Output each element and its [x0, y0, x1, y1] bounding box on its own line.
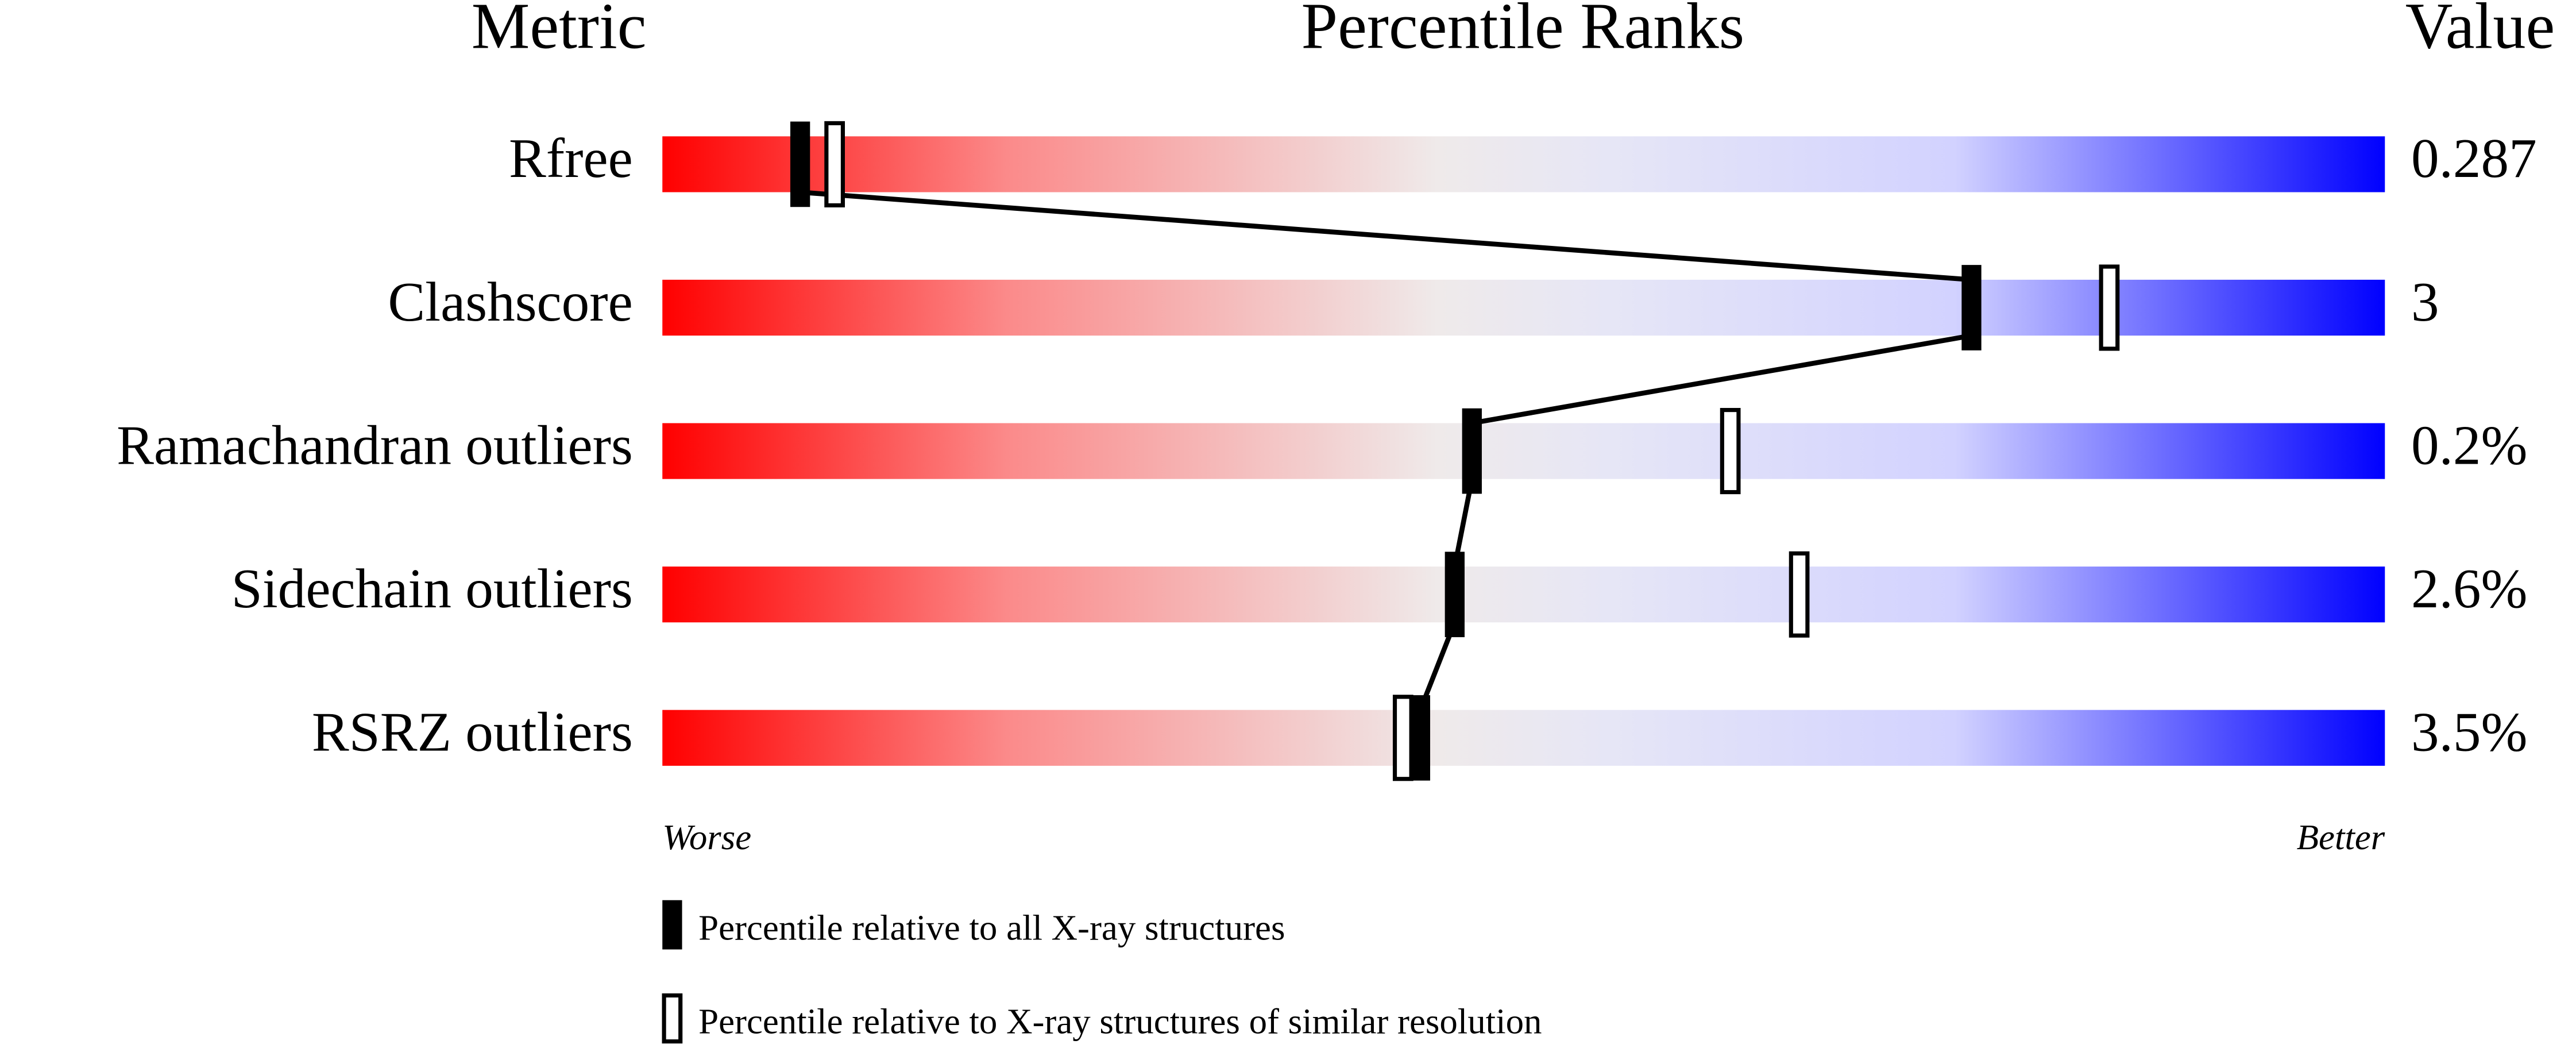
percentile-bar	[662, 710, 2385, 766]
legend-marker	[662, 900, 682, 950]
percentile-bar	[662, 279, 2385, 336]
marker-filled	[1462, 408, 1482, 494]
metric-label: Ramachandran outliers	[117, 414, 633, 476]
worse-label: Worse	[662, 817, 751, 857]
better-label: Better	[2297, 817, 2385, 857]
marker-open	[1392, 695, 1413, 781]
legend-marker	[662, 993, 683, 1044]
metric-label: Sidechain outliers	[231, 558, 633, 620]
marker-filled	[1961, 265, 1982, 350]
header-value: Value	[2405, 0, 2555, 62]
metric-value: 3.5%	[2411, 702, 2527, 764]
marker-filled	[790, 121, 810, 207]
marker-open	[1789, 551, 1810, 638]
legend-label: Percentile relative to all X-ray structu…	[698, 907, 1285, 947]
metric-value: 0.287	[2411, 128, 2537, 190]
marker-open	[824, 121, 845, 207]
metric-value: 0.2%	[2411, 414, 2527, 476]
metric-label: Clashscore	[388, 271, 632, 333]
metric-label: Rfree	[509, 128, 633, 190]
percentile-bar	[662, 423, 2385, 479]
marker-filled	[1445, 552, 1465, 637]
header-ranks: Percentile Ranks	[1301, 0, 1745, 62]
marker-filled	[1410, 695, 1430, 781]
percentile-bar	[662, 136, 2385, 192]
metric-value: 2.6%	[2411, 558, 2527, 620]
marker-open	[1720, 408, 1741, 495]
marker-open	[2099, 264, 2120, 351]
metric-value: 3	[2411, 271, 2439, 333]
legend-label: Percentile relative to X-ray structures …	[698, 1001, 1542, 1041]
header-metric: Metric	[472, 0, 647, 62]
percentile-bar	[662, 567, 2385, 623]
metric-label: RSRZ outliers	[312, 702, 633, 764]
